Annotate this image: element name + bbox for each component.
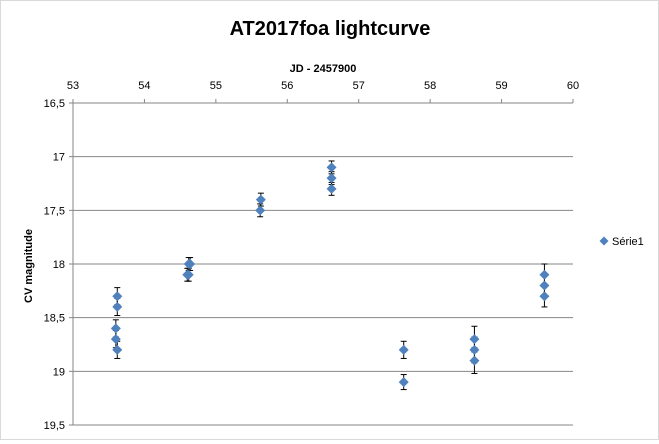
x-tick-label: 53	[67, 80, 79, 92]
legend-label: Série1	[612, 236, 644, 248]
data-point	[112, 344, 123, 355]
x-tick-label: 60	[567, 80, 579, 92]
data-point	[326, 173, 337, 184]
y-tick-label: 16,5	[44, 98, 65, 110]
data-point	[326, 162, 337, 173]
legend: Série1	[599, 236, 644, 248]
data-point	[539, 269, 550, 280]
y-tick-label: 19,5	[44, 420, 65, 432]
data-points	[110, 160, 550, 391]
data-point	[398, 377, 409, 388]
data-point	[326, 183, 337, 194]
x-tick-label: 57	[353, 80, 365, 92]
data-point	[539, 280, 550, 291]
data-point	[112, 301, 123, 312]
data-point	[469, 355, 480, 366]
y-tick-label: 18	[53, 259, 65, 271]
x-tick-label: 59	[495, 80, 507, 92]
data-point	[112, 291, 123, 302]
data-point	[110, 323, 121, 334]
y-tick-label: 18,5	[44, 313, 65, 325]
y-axis-title: CV magnitude	[23, 229, 35, 303]
data-point	[110, 334, 121, 345]
y-tick-label: 17	[53, 152, 65, 164]
legend-marker	[599, 236, 609, 246]
y-tick-label: 17,5	[44, 205, 65, 217]
data-point	[183, 269, 194, 280]
x-tick-label: 56	[281, 80, 293, 92]
gridlines	[73, 102, 573, 426]
x-axis-title: JD - 2457900	[290, 63, 357, 75]
data-point	[185, 259, 196, 269]
x-tick-label: 54	[138, 80, 150, 92]
axes	[69, 99, 574, 426]
y-tick-label: 19	[53, 366, 65, 378]
data-point	[539, 291, 550, 302]
chart-title: AT2017foa lightcurve	[230, 18, 431, 40]
x-tick-label: 58	[424, 80, 436, 92]
data-point	[255, 194, 266, 205]
tick-labels: 16,5 17 17,5 18 18,5 19 19,5 53 54 55 56 57 58 59 60	[44, 80, 580, 432]
data-point	[469, 334, 480, 345]
x-tick-label: 55	[210, 80, 222, 92]
data-point	[469, 344, 480, 355]
data-point	[398, 344, 409, 355]
data-point	[255, 205, 266, 216]
